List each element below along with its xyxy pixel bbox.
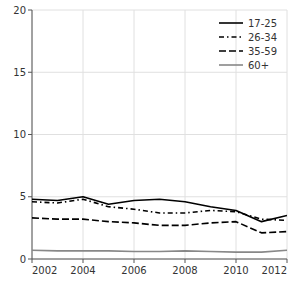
legend-label: 35-59 — [248, 46, 277, 57]
legend: 17-25 26-34 35-59 60+ — [219, 18, 277, 71]
series-line — [32, 218, 287, 233]
legend-swatch — [219, 36, 243, 38]
y-tick — [28, 196, 32, 197]
y-tick — [28, 259, 32, 260]
x-grid-line — [32, 10, 33, 259]
chart: 0 5 10 15 20 2002 2004 2006 2008 2010 2012 17-25 26-… — [0, 0, 299, 283]
x-tick-label: 2004 — [70, 265, 95, 276]
lines — [32, 197, 287, 252]
y-grid-line — [32, 10, 287, 11]
x-tick-label: 2008 — [172, 265, 197, 276]
x-grid-line — [185, 10, 186, 259]
series-line — [32, 197, 287, 222]
x-tick — [287, 259, 288, 263]
y-grid-line — [32, 259, 287, 260]
x-tick — [83, 259, 84, 263]
y-tick-label: 10 — [13, 129, 26, 140]
y-tick-label: 5 — [20, 191, 26, 202]
legend-label: 26-34 — [248, 32, 277, 43]
y-grid-line — [32, 134, 287, 135]
legend-label: 17-25 — [248, 18, 277, 29]
series-line — [32, 199, 287, 220]
x-tick-label: 2006 — [121, 265, 146, 276]
series-line — [32, 250, 287, 252]
x-axis-line — [32, 259, 287, 260]
x-grid-line — [83, 10, 84, 259]
x-grid-line — [287, 10, 288, 259]
y-tick — [28, 10, 32, 11]
y-tick — [28, 72, 32, 73]
x-tick-label: 2002 — [32, 265, 57, 276]
x-tick — [185, 259, 186, 263]
y-grid-line — [32, 72, 287, 73]
y-axis-line — [32, 10, 33, 259]
legend-swatch — [219, 22, 243, 24]
grid — [32, 10, 287, 259]
y-tick-label: 15 — [13, 67, 26, 78]
x-tick-label: 2010 — [223, 265, 248, 276]
y-tick — [28, 134, 32, 135]
y-tick-label: 20 — [13, 5, 26, 16]
axes: 0 5 10 15 20 2002 2004 2006 2008 2010 2012 — [13, 5, 287, 277]
x-tick-label: 2012 — [262, 265, 287, 276]
legend-swatch — [219, 64, 243, 66]
y-tick-label: 0 — [20, 254, 26, 265]
x-grid-line — [134, 10, 135, 259]
x-tick — [236, 259, 237, 263]
y-grid-line — [32, 196, 287, 197]
x-tick — [134, 259, 135, 263]
legend-swatch — [219, 50, 243, 52]
legend-label: 60+ — [248, 60, 269, 71]
x-tick — [32, 259, 33, 263]
